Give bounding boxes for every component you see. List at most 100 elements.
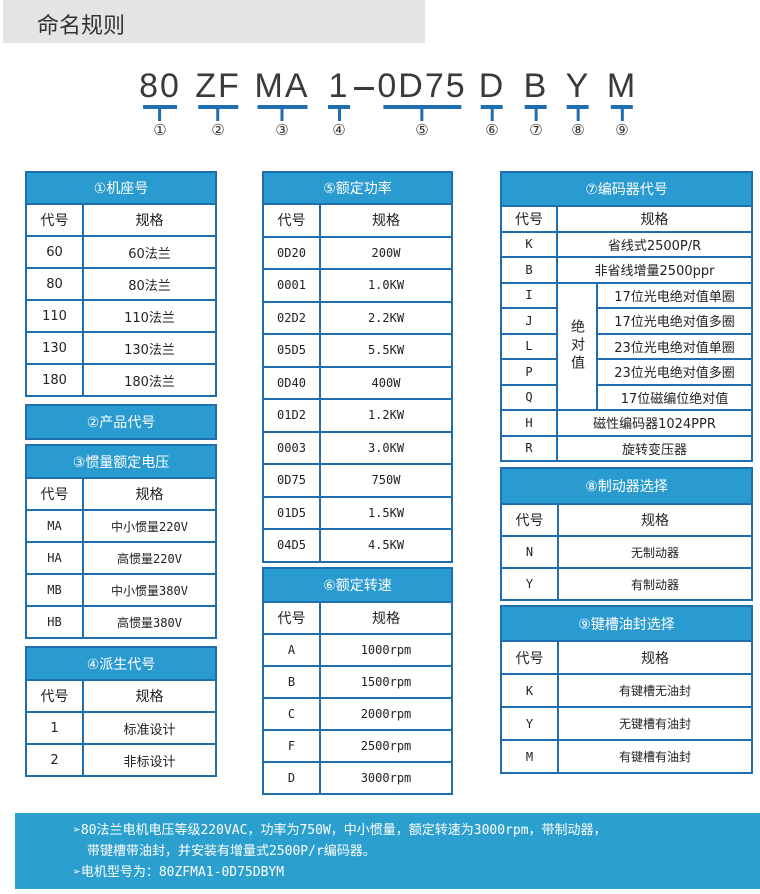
table-row: 0D20 200W (264, 237, 451, 268)
segment-underline (567, 105, 589, 109)
spec-cell: 有制动器 (559, 569, 751, 599)
spec-cell: 中小惯量380V (84, 575, 215, 605)
segment-code: 80 (139, 67, 181, 105)
code-cell: N (502, 537, 557, 567)
segment-number: ⑥ (485, 121, 499, 139)
spec-cell: 省线式2500P/R (558, 232, 751, 256)
product-table: ②产品代号 (25, 404, 217, 440)
code-cell: I (502, 283, 556, 307)
code-cell: M (502, 741, 557, 772)
code-cell: 05D5 (264, 335, 319, 366)
code-cell: A (264, 635, 319, 665)
table-row: Y 有制动器 (502, 569, 751, 599)
frame-table: ①机座号 代号 规格 60 60法兰 80 80法兰 110 110法兰 130 130法兰 180 1… (25, 171, 217, 397)
segment-number: ① (153, 121, 167, 139)
spec-cell: 110法兰 (84, 301, 215, 331)
spec-cell: 非省线增量2500ppr (558, 258, 751, 282)
segment-code: M (606, 67, 638, 105)
spec-cell: 5.5KW (321, 335, 451, 366)
spec-cell: 1.2KW (321, 400, 451, 431)
table-row: 05D5 5.5KW (264, 335, 451, 366)
segment-number: ③ (275, 121, 289, 139)
frame-header: ①机座号 (27, 173, 215, 203)
segment-code: Y (565, 67, 591, 105)
column-spec: 规格 (558, 207, 751, 231)
table-row: K 有键槽无油封 (502, 675, 751, 706)
encoder-header: ⑦编码器代号 (502, 173, 751, 205)
table-row: MB 中小惯量380V (27, 575, 215, 605)
table-row: 1 标准设计 (27, 713, 215, 743)
code-cell: 110 (27, 301, 82, 331)
code-cell: 80 (27, 269, 82, 299)
table-row: 04D5 4.5KW (264, 530, 451, 561)
segment-underline (525, 105, 547, 109)
example-line: ➢80法兰电机电压等级220VAC，功率为750W，中小惯量，额定转速为3000… (73, 823, 607, 838)
spec-cell: 2500rpm (321, 731, 451, 761)
column-code: 代号 (27, 479, 82, 509)
segment-number: ⑤ (415, 121, 429, 139)
table-row: Y 无键槽有油封 (502, 708, 751, 739)
code-cell: 0001 (264, 270, 319, 301)
segment-number: ⑧ (571, 121, 585, 139)
column-code: 代号 (264, 603, 319, 633)
spec-cell: 3.0KW (321, 432, 451, 463)
encoder-grid: 代号 规格 K 省线式2500P/R B 非省线增量2500ppr I 绝对值 17位光电绝对值… (502, 207, 751, 460)
table-row: D 3000rpm (264, 763, 451, 793)
column-spec: 规格 (84, 479, 215, 509)
model-segment: ZF ② (195, 68, 241, 138)
speed-table: ⑥额定转速 代号 规格 A 1000rpm B 1500rpm C 2000rpm F 2500rp… (262, 567, 453, 795)
segment-code: B (523, 67, 549, 105)
brake-table: ⑧制动器选择 代号 规格 N 无制动器 Y 有制动器 (500, 467, 753, 601)
spec-cell: 1.5KW (321, 497, 451, 528)
keyway-table: ⑨键槽油封选择 代号 规格 K 有键槽无油封 Y 无键槽有油封 M 有键槽有油封 (500, 605, 753, 774)
spec-cell: 中小惯量220V (84, 511, 215, 541)
code-cell: C (264, 699, 319, 729)
product-header: ②产品代号 (27, 406, 215, 438)
segment-underline (481, 105, 503, 109)
segment-code: ZF (195, 67, 241, 105)
spec-cell: 有键槽有油封 (559, 741, 751, 772)
code-cell: MB (27, 575, 82, 605)
example-model: ➢电机型号为：80ZFMA1-0D75DBYM (73, 865, 285, 880)
table-row: 130 130法兰 (27, 333, 215, 363)
column-spec: 规格 (321, 205, 451, 236)
code-cell: 2 (27, 745, 82, 775)
model-segment: 80 ① (139, 68, 181, 138)
table-row: 2 非标设计 (27, 745, 215, 775)
section-header: 命名规则 (3, 0, 425, 43)
spec-cell: 750W (321, 465, 451, 496)
code-cell: K (502, 675, 557, 706)
code-cell: J (502, 309, 556, 333)
code-cell: 0D40 (264, 367, 319, 398)
column-code: 代号 (27, 205, 82, 235)
code-cell: B (502, 258, 556, 282)
segment-connector (534, 109, 538, 121)
code-cell: 01D2 (264, 400, 319, 431)
spec-cell: 1500rpm (321, 667, 451, 697)
column-spec: 规格 (559, 642, 751, 673)
table-row: 60 60法兰 (27, 237, 215, 267)
segment-underline (383, 105, 461, 109)
code-cell: 0D20 (264, 237, 319, 268)
column-header-row: 代号 规格 (502, 642, 751, 673)
spec-cell: 17位光电绝对值单圈 (598, 283, 751, 307)
model-dash (354, 87, 374, 90)
table-row: HB 高惯量380V (27, 607, 215, 637)
spec-cell: 17位光电绝对值多圈 (598, 309, 751, 333)
spec-cell: 无制动器 (559, 537, 751, 567)
table-row: 02D2 2.2KW (264, 302, 451, 333)
segment-connector (280, 109, 284, 121)
segment-code: 0D75 (377, 67, 467, 105)
spec-cell: 3000rpm (321, 763, 451, 793)
inertia-table: ③惯量额定电压 代号 规格 MA 中小惯量220V HA 高惯量220V MB 中小惯量380V… (25, 444, 217, 639)
segment-number: ② (211, 121, 225, 139)
segment-code: 1 (328, 67, 350, 105)
table-row: 110 110法兰 (27, 301, 215, 331)
section-title: 命名规则 (37, 14, 126, 39)
code-cell: 60 (27, 237, 82, 267)
spec-cell: 无键槽有油封 (559, 708, 751, 739)
segment-number: ⑨ (615, 121, 629, 139)
segment-connector (420, 109, 424, 121)
